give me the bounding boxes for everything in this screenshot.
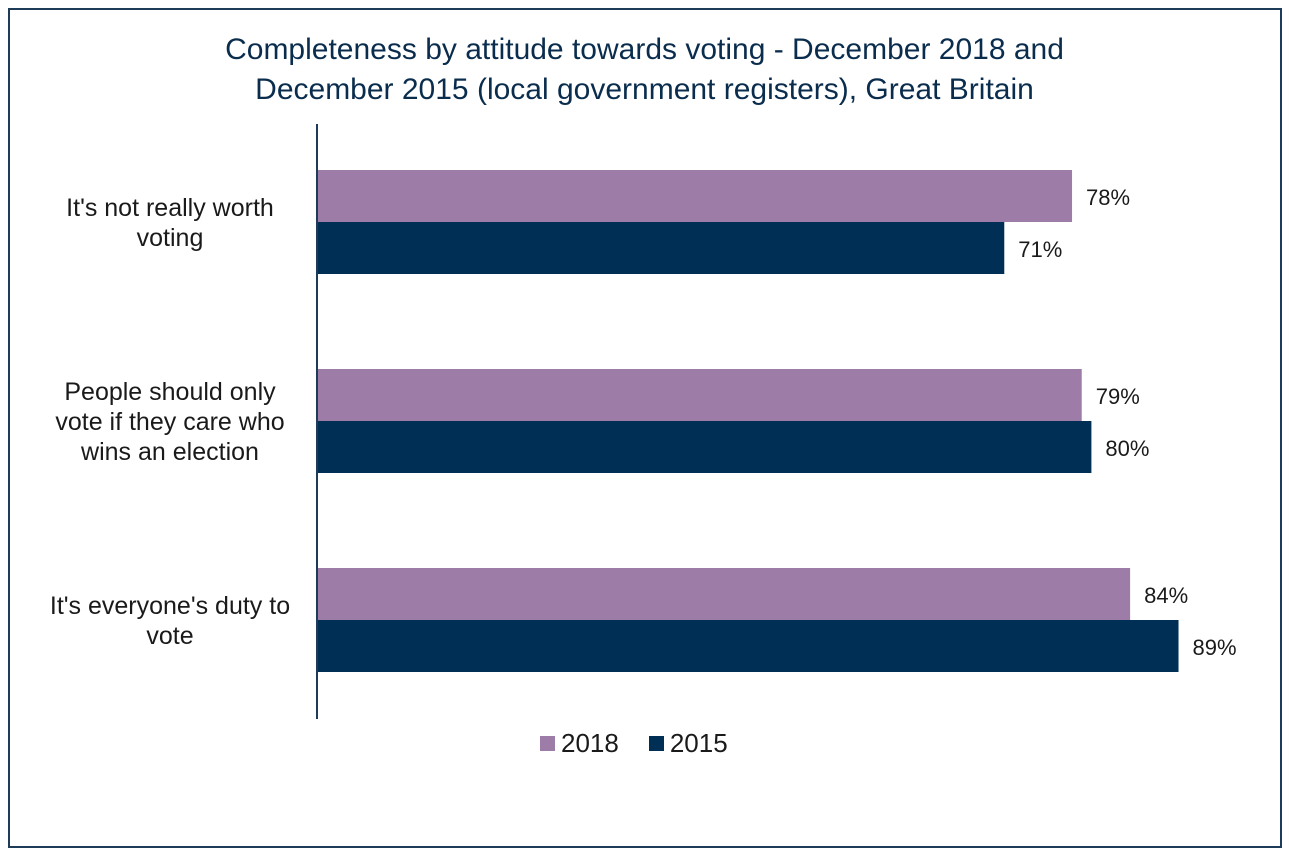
chart-title: Completeness by attitude towards voting … — [0, 30, 1289, 110]
legend-item-2018: 2018 — [540, 728, 619, 759]
data-label-2015-2: 89% — [1193, 635, 1237, 660]
chart-title-line-2: December 2015 (local government register… — [255, 73, 1034, 106]
data-label-2018-0: 78% — [1086, 185, 1130, 210]
bar-chart: 78% 71% It's not really worth voting 79% 80% P… — [50, 124, 1237, 719]
legend-label-2018: 2018 — [561, 727, 619, 758]
legend: 2018 2015 — [540, 726, 728, 760]
legend-item-2015: 2015 — [648, 727, 728, 759]
bar-2018-1 — [317, 369, 1082, 421]
bar-2018-0 — [317, 170, 1073, 222]
category-label-line: wins an election — [80, 438, 259, 466]
category-label-line: vote — [146, 622, 193, 650]
legend-swatch-2018 — [540, 735, 555, 751]
chart-title-line-1: Completeness by attitude towards voting … — [225, 33, 1064, 66]
category-label-line: voting — [137, 224, 204, 252]
data-label-2018-2: 84% — [1144, 583, 1188, 608]
category-label-line: People should only — [64, 378, 276, 406]
category-label-line: vote if they care who — [55, 408, 284, 436]
data-label-2015-1: 80% — [1105, 436, 1149, 461]
bar-2015-2 — [317, 620, 1179, 672]
category-label-0: It's not really worth voting — [66, 194, 274, 252]
data-label-2018-1: 79% — [1096, 384, 1140, 409]
bar-2015-0 — [317, 222, 1005, 274]
category-label-line: It's not really worth — [66, 194, 274, 222]
bar-2015-1 — [317, 421, 1092, 473]
category-label-line: It's everyone's duty to — [50, 592, 290, 620]
data-label-2015-0: 71% — [1018, 237, 1062, 262]
category-label-1: People should only vote if they care who w… — [55, 378, 284, 466]
legend-label-2015: 2015 — [669, 727, 728, 758]
bar-2018-2 — [317, 568, 1131, 620]
category-label-2: It's everyone's duty to vote — [50, 592, 290, 650]
legend-swatch-2015 — [648, 735, 664, 751]
